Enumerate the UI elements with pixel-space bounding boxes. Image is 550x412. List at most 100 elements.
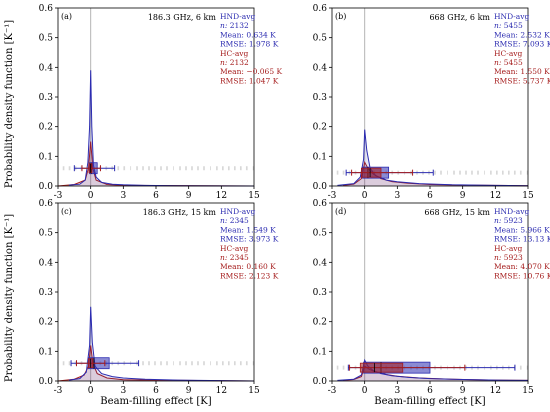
chart-panel: -3 0 3 6 9 12 15 0.0 0.1 0.2 0.3 0.4 0.5 0.6 (d) 668 GH… <box>313 199 550 396</box>
y-tick-label: 0.3 <box>313 93 328 103</box>
legend-series-name: HC-avg <box>220 49 249 58</box>
x-tick-label: 6 <box>153 191 159 201</box>
y-tick-label: 0.2 <box>313 123 327 133</box>
y-tick-label: 0.0 <box>39 182 54 192</box>
legend-n: n: 2345 <box>220 216 249 225</box>
y-tick-label: 0.6 <box>39 199 54 209</box>
histogram-fill-hnd <box>68 306 255 381</box>
y-tick-label: 0.4 <box>313 258 328 268</box>
histogram-fill-hnd <box>337 360 528 381</box>
y-axis-label: Probability density function [K⁻¹] <box>4 214 15 382</box>
y-tick-label: 0.0 <box>313 377 328 387</box>
histogram-line-hc <box>57 141 255 187</box>
y-tick-label: 0.2 <box>39 318 53 328</box>
legend-series-name: HND-avg <box>494 207 529 216</box>
legend-series-name: HND-avg <box>220 207 255 216</box>
legend-series-name: HND-avg <box>494 12 529 21</box>
y-tick-label: 0.3 <box>313 288 328 298</box>
legend-rmse: RMSE: 2.123 K <box>220 271 279 280</box>
panel-title: 186.3 GHz, 6 km <box>148 13 217 22</box>
legend-n: n: 2132 <box>220 21 249 30</box>
legend-mean: Mean: 1.550 K <box>494 67 550 76</box>
y-tick-label: 0.5 <box>313 229 328 239</box>
histogram-line-hnd <box>337 358 529 381</box>
x-axis-label: Beam-filling effect [K] <box>374 396 485 407</box>
y-tick-label: 0.6 <box>39 4 54 14</box>
legend-n: n: 2132 <box>220 58 249 67</box>
panel-title: 668 GHz, 6 km <box>429 13 490 22</box>
x-tick-label: 0 <box>362 191 368 201</box>
box-iqr <box>360 167 382 178</box>
chart-panel: -3 0 3 6 9 12 15 0.0 0.1 0.2 0.3 0.4 0.5 0.6 (c) 186.3 … <box>39 199 279 396</box>
x-tick-label: 15 <box>522 386 534 396</box>
y-tick-label: 0.4 <box>313 63 328 73</box>
x-tick-label: 12 <box>216 191 227 201</box>
legend-n: n: 5455 <box>494 21 523 30</box>
legend-mean: Mean: 2.532 K <box>494 30 550 39</box>
legend-mean: Mean: 0.634 K <box>220 30 276 39</box>
legend-series-name: HC-avg <box>220 244 249 253</box>
chart-panel: -3 0 3 6 9 12 15 0.0 0.1 0.2 0.3 0.4 0.5 0.6 (a) 186.3 … <box>39 4 283 201</box>
x-tick-label: 0 <box>88 386 94 396</box>
legend-series-name: HC-avg <box>494 244 523 253</box>
x-tick-label: 6 <box>427 191 433 201</box>
panel-title: 186.3 GHz, 15 km <box>143 208 217 217</box>
chart-panel: -3 0 3 6 9 12 15 0.0 0.1 0.2 0.3 0.4 0.5 0.6 (b) 668 GH… <box>313 4 550 201</box>
histogram-fill-hc <box>342 366 528 381</box>
x-tick-label: 3 <box>394 386 400 396</box>
legend-rmse: RMSE: 1.978 K <box>220 40 279 49</box>
legend-mean: Mean: 0.160 K <box>220 262 276 271</box>
x-tick-label: 0 <box>88 191 94 201</box>
y-tick-label: 0.1 <box>39 347 53 357</box>
legend-mean: Mean: 4.070 K <box>494 262 550 271</box>
x-tick-label: 6 <box>153 386 159 396</box>
y-tick-label: 0.6 <box>313 4 328 14</box>
x-tick-label: 3 <box>120 386 126 396</box>
panel-label: (a) <box>61 12 72 21</box>
y-tick-label: 0.3 <box>39 93 54 103</box>
panel-label: (b) <box>335 12 346 21</box>
y-tick-label: 0.0 <box>313 182 328 192</box>
y-tick-label: 0.5 <box>313 34 328 44</box>
legend-n: n: 5455 <box>494 58 523 67</box>
legend-rmse: RMSE: 10.76 K <box>494 271 550 280</box>
x-tick-label: 9 <box>186 386 192 396</box>
y-tick-label: 0.4 <box>39 258 54 268</box>
legend-mean: Mean: −0.065 K <box>220 67 282 76</box>
y-axis-label: Probability density function [K⁻¹] <box>4 20 15 188</box>
y-tick-label: 0.5 <box>39 34 54 44</box>
x-tick-label: -3 <box>54 191 63 201</box>
legend-mean: Mean: 1.549 K <box>220 225 276 234</box>
legend-n: n: 2345 <box>220 253 249 262</box>
legend-rmse: RMSE: 13.13 K <box>494 235 550 244</box>
panel-label: (d) <box>335 207 346 216</box>
x-tick-label: 15 <box>522 191 534 201</box>
y-tick-label: 0.4 <box>39 63 54 73</box>
histogram-fill-hc <box>342 162 528 186</box>
x-tick-label: 12 <box>490 386 501 396</box>
y-tick-label: 0.0 <box>39 377 54 387</box>
x-tick-label: 9 <box>460 386 466 396</box>
y-tick-label: 0.1 <box>313 152 327 162</box>
legend-rmse: RMSE: 1.047 K <box>220 76 279 85</box>
y-tick-label: 0.2 <box>39 123 53 133</box>
x-tick-label: -3 <box>328 386 337 396</box>
legend-rmse: RMSE: 5.737 K <box>494 76 550 85</box>
x-tick-label: 12 <box>490 191 501 201</box>
x-tick-label: -3 <box>328 191 337 201</box>
legend-mean: Mean: 5.966 K <box>494 225 550 234</box>
legend-series-name: HC-avg <box>494 49 523 58</box>
histogram-fill-hnd <box>68 70 255 186</box>
x-tick-label: 9 <box>186 191 192 201</box>
legend-rmse: RMSE: 7.093 K <box>494 40 550 49</box>
panel-label: (c) <box>61 207 72 216</box>
legend-series-name: HND-avg <box>220 12 255 21</box>
x-tick-label: 3 <box>120 191 126 201</box>
x-tick-label: 3 <box>394 191 400 201</box>
box-iqr <box>359 362 404 373</box>
x-tick-label: 6 <box>427 386 433 396</box>
y-tick-label: 0.2 <box>313 318 327 328</box>
x-tick-label: 15 <box>248 386 260 396</box>
legend-rmse: RMSE: 3.973 K <box>220 235 279 244</box>
